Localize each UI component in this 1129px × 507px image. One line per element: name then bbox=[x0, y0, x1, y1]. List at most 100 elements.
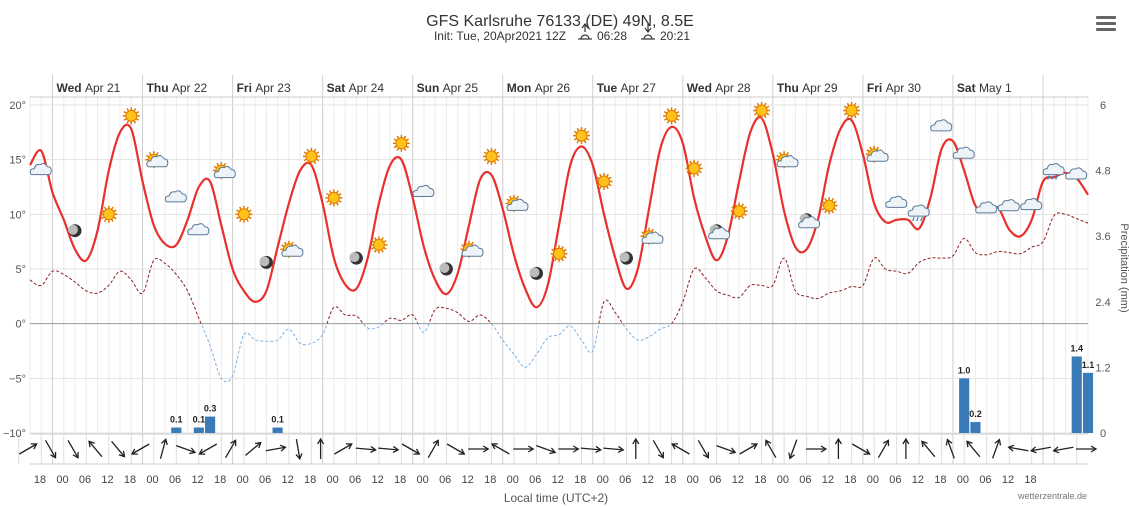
wind-arrow bbox=[225, 439, 237, 458]
wind-head bbox=[657, 451, 665, 459]
wind-shaft bbox=[19, 443, 37, 455]
wind-head bbox=[189, 447, 197, 455]
wind-head bbox=[820, 445, 828, 453]
wind-head bbox=[345, 443, 353, 450]
wind-arrow bbox=[805, 445, 828, 453]
moon-icon bbox=[349, 251, 363, 265]
cloud-body bbox=[164, 190, 187, 203]
y-tick-label: 5° bbox=[15, 264, 26, 276]
day-of-week: Thu bbox=[777, 81, 802, 95]
x-tick-label: 00 bbox=[597, 474, 609, 486]
wind-head bbox=[458, 448, 466, 455]
precip-label: 0.1 bbox=[170, 415, 183, 425]
day-of-week: Wed bbox=[57, 81, 85, 95]
wind-arrow bbox=[19, 443, 38, 455]
wind-head bbox=[966, 440, 973, 448]
day-date: Apr 30 bbox=[886, 81, 922, 95]
rain-drop bbox=[916, 216, 919, 222]
wind-arrow bbox=[401, 443, 421, 455]
sunrise-icon bbox=[578, 23, 592, 40]
wind-arrow bbox=[130, 443, 150, 455]
menu-bar bbox=[1096, 22, 1116, 25]
cloud-shape bbox=[506, 198, 529, 211]
wind-arrow bbox=[558, 445, 580, 453]
wind-shaft bbox=[295, 439, 301, 459]
precip-bar bbox=[1071, 356, 1082, 433]
day-of-week: Fri bbox=[237, 81, 256, 95]
wind-head bbox=[729, 447, 737, 455]
wind-head bbox=[118, 450, 126, 458]
moon-icon bbox=[529, 266, 543, 280]
wind-head bbox=[632, 437, 640, 445]
x-tick-label: 18 bbox=[1024, 474, 1036, 486]
sun-disc bbox=[305, 150, 318, 163]
x-tick-label: 06 bbox=[709, 474, 721, 486]
sun-disc bbox=[688, 162, 701, 175]
x-tick-label: 18 bbox=[934, 474, 946, 486]
rain-drop bbox=[1051, 175, 1054, 180]
cloud-shape bbox=[1020, 197, 1043, 211]
cloud-body bbox=[930, 119, 953, 132]
x-tick-label: 00 bbox=[327, 474, 339, 486]
wind-shaft bbox=[991, 439, 1001, 459]
credit-text: wetterzentrale.de bbox=[1017, 491, 1087, 501]
cloud-shape bbox=[213, 165, 236, 179]
moon-icon bbox=[619, 251, 633, 265]
cloud-icon bbox=[997, 199, 1020, 212]
wind-head bbox=[902, 437, 910, 445]
x-tick-label: 06 bbox=[619, 474, 631, 486]
day-of-week: Fri bbox=[867, 81, 886, 95]
sun-disc bbox=[237, 208, 250, 221]
sun-icon bbox=[370, 236, 388, 254]
day-of-week: Wed bbox=[687, 81, 715, 95]
sunset-time: 20:21 bbox=[660, 29, 690, 43]
cloud-icon bbox=[29, 162, 52, 176]
x-tick-label: 12 bbox=[552, 474, 564, 486]
wind-arrow bbox=[198, 443, 218, 455]
day-date: May 1 bbox=[979, 81, 1012, 95]
cloud-shape bbox=[708, 227, 731, 240]
sun-icon bbox=[122, 107, 140, 125]
sun-disc bbox=[553, 247, 565, 260]
wind-shaft bbox=[603, 447, 624, 451]
day-label-tue: Tue Apr 27 bbox=[597, 81, 656, 95]
cloud-body bbox=[885, 195, 908, 208]
day-date: Apr 22 bbox=[172, 81, 208, 95]
sun-disc bbox=[125, 109, 138, 122]
sunset-icon bbox=[641, 24, 655, 40]
wind-head bbox=[595, 445, 603, 454]
cloud-shape bbox=[907, 204, 930, 217]
cloud-shape bbox=[930, 119, 953, 132]
x-tick-label: 06 bbox=[979, 474, 991, 486]
day-date: Apr 24 bbox=[349, 81, 385, 95]
wind-head bbox=[392, 445, 400, 454]
day-label-thu: Thu Apr 29 bbox=[777, 81, 838, 95]
day-label-sat: Sat May 1 bbox=[957, 81, 1012, 95]
x-tick-label: 18 bbox=[304, 474, 316, 486]
x-tick-label: 00 bbox=[146, 474, 158, 486]
day-label-wed: Wed Apr 28 bbox=[687, 81, 751, 95]
wind-head bbox=[30, 443, 38, 450]
day-label-fri: Fri Apr 23 bbox=[237, 81, 291, 95]
wind-head bbox=[490, 443, 498, 450]
x-tick-label: 00 bbox=[957, 474, 969, 486]
cloud-icon bbox=[1020, 197, 1043, 211]
sun-icon bbox=[573, 127, 590, 145]
wind-shaft bbox=[1008, 446, 1029, 452]
x-tick-label: 00 bbox=[56, 474, 68, 486]
x-tick-label: 18 bbox=[484, 474, 496, 486]
y2-tick-label: 6 bbox=[1100, 100, 1106, 112]
day-of-week: Tue bbox=[597, 81, 621, 95]
menu-button[interactable] bbox=[1094, 13, 1118, 35]
wind-head bbox=[994, 438, 1002, 446]
wind-head bbox=[130, 448, 138, 455]
moon-lit bbox=[619, 252, 630, 263]
wind-head bbox=[317, 437, 325, 445]
cloud-icon bbox=[1065, 167, 1088, 180]
sun-cloud-icon bbox=[280, 240, 304, 258]
y2-tick-label: 0 bbox=[1100, 428, 1106, 440]
rain-drop bbox=[912, 216, 915, 222]
cloud-body bbox=[1020, 197, 1043, 211]
wind-shaft bbox=[225, 440, 237, 458]
precip-bar bbox=[205, 416, 216, 433]
